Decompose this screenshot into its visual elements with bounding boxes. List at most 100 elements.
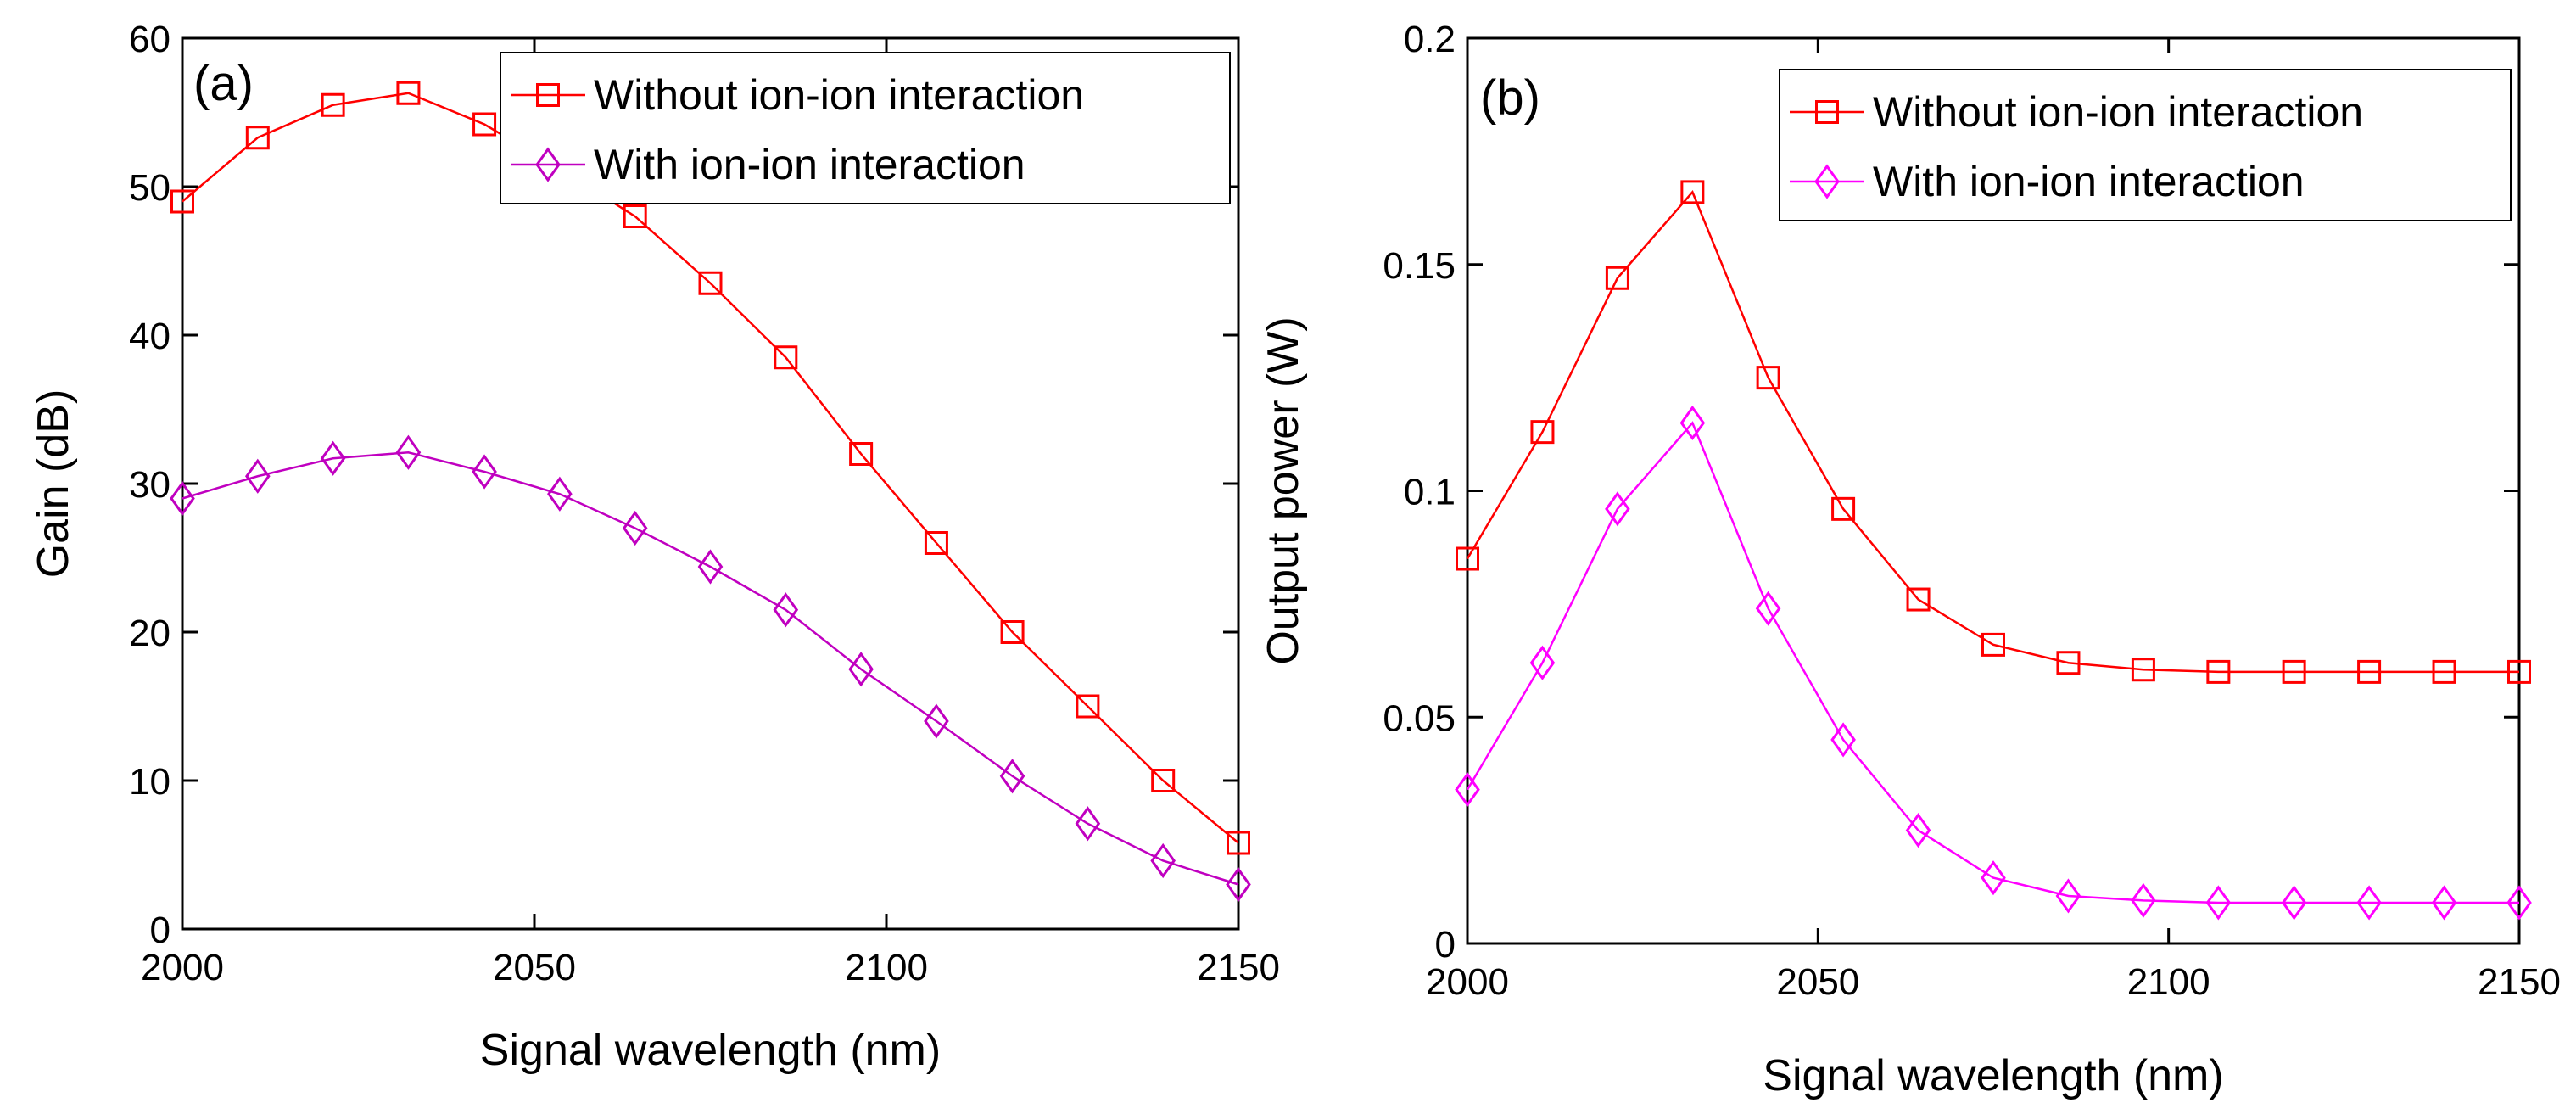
data-point-marker: [1076, 694, 1100, 719]
series-with-ion-ion: [170, 434, 1251, 903]
data-point-marker: [1151, 769, 1176, 792]
x-tick-label: 2100: [845, 947, 928, 988]
data-point-marker: [320, 440, 346, 476]
data-point-marker: [2282, 659, 2306, 684]
data-point-marker: [321, 92, 345, 117]
series-line: [1466, 421, 2519, 904]
data-point-marker: [1456, 546, 1479, 571]
x-axis-label: Signal wavelength (nm): [480, 1026, 941, 1075]
data-point-marker: [2357, 659, 2382, 684]
data-point-marker: [547, 476, 573, 512]
chart-panel-a: 2000 2050 2100 2150 0 10 20 30 40 50 60 Signal wave…: [29, 19, 1280, 1075]
data-point-marker: [849, 442, 874, 466]
data-point-marker: [1905, 813, 1931, 848]
data-point-marker: [170, 189, 194, 214]
data-point-marker: [395, 434, 422, 470]
y-tick-label: 20: [129, 613, 170, 654]
panel-label: (b): [1480, 70, 1540, 126]
series-line: [182, 92, 1239, 844]
y-tick-label: 0.1: [1404, 472, 1456, 513]
data-point-marker: [472, 454, 497, 490]
legend-entry-label: Without ion-ion interaction: [1873, 88, 2363, 136]
legend-entry-label: Without ion-ion interaction: [594, 71, 1084, 119]
data-point-marker: [1981, 860, 2006, 896]
data-point-marker: [472, 112, 497, 137]
legend-box: [1779, 69, 2512, 221]
y-tick-label: 0: [150, 910, 170, 951]
legend-entry-label: With ion-ion interaction: [594, 141, 1025, 188]
y-tick-label: 0.05: [1383, 697, 1456, 739]
x-tick-label: 2100: [2127, 961, 2210, 1003]
x-tick-label: 2150: [2478, 961, 2561, 1003]
data-point-marker: [1150, 842, 1176, 879]
data-point-marker: [924, 703, 949, 739]
chart-panel-b: 2000 2050 2100 2150 0 0.05 0.1 0.15 0.2 Signal wa…: [1259, 19, 2561, 1100]
data-point-marker: [396, 81, 421, 105]
data-point-marker: [1830, 722, 1856, 758]
data-point-marker: [2281, 885, 2307, 921]
y-axis-label: Output power (W): [1259, 316, 1308, 664]
data-point-marker: [1605, 266, 1629, 290]
y-tick-label: 0.15: [1383, 245, 1456, 287]
y-tick-label: 0: [1435, 924, 1456, 966]
data-point-marker: [773, 592, 799, 628]
y-tick-label: 40: [129, 316, 170, 357]
legend: Without ion-ion interaction With ion-ion …: [500, 52, 1231, 204]
series-without-ion-ion: [170, 81, 1250, 855]
data-point-marker: [2206, 659, 2231, 684]
y-tick-label: 50: [129, 167, 170, 209]
data-point-marker: [622, 510, 648, 546]
x-tick-label: 2050: [1776, 961, 1859, 1003]
data-point-marker: [1227, 831, 1250, 855]
legend-entry-label: With ion-ion interaction: [1873, 158, 2305, 205]
data-point-marker: [2506, 885, 2532, 921]
series-with-ion-ion: [1455, 405, 2532, 921]
data-point-marker: [2205, 885, 2232, 921]
legend-marker: [1815, 100, 1839, 124]
data-point-marker: [2131, 882, 2156, 918]
data-point-marker: [2432, 659, 2456, 684]
x-tick-label: 2050: [493, 947, 576, 988]
data-point-marker: [1605, 491, 1630, 527]
data-point-marker: [1981, 632, 2005, 657]
data-point-marker: [774, 345, 798, 370]
data-point-marker: [1000, 620, 1025, 644]
y-tick-label: 30: [129, 464, 170, 506]
data-point-marker: [999, 759, 1025, 794]
series-without-ion-ion: [1456, 180, 2531, 684]
data-point-marker: [1679, 405, 1706, 441]
data-point-marker: [697, 549, 724, 585]
y-axis-label: Gain (dB): [29, 389, 78, 579]
data-point-marker: [245, 458, 271, 494]
x-tick-label: 2000: [141, 947, 224, 988]
data-point-marker: [1075, 806, 1101, 842]
data-point-marker: [1906, 587, 1931, 612]
legend-marker: [535, 147, 561, 182]
data-point-marker: [1529, 645, 1556, 680]
y-tick-label: 60: [129, 19, 170, 60]
series-line: [182, 451, 1239, 886]
data-point-marker: [623, 204, 647, 228]
data-point-marker: [1455, 772, 1480, 808]
data-point-marker: [848, 652, 874, 687]
series-line: [1466, 190, 2519, 674]
data-point-marker: [698, 271, 723, 295]
data-point-marker: [1755, 591, 1781, 626]
data-point-marker: [2131, 658, 2155, 682]
legend: Without ion-ion interaction With ion-ion …: [1779, 69, 2512, 221]
legend-box: [500, 52, 1231, 204]
data-point-marker: [170, 480, 195, 517]
data-point-marker: [2056, 651, 2081, 675]
y-tick-label: 0.2: [1404, 19, 1456, 60]
data-point-marker: [2431, 885, 2457, 921]
legend-marker: [536, 83, 560, 107]
y-tick-label: 10: [129, 761, 170, 803]
data-point-marker: [2055, 878, 2081, 914]
data-point-marker: [2356, 885, 2382, 921]
data-point-marker: [924, 531, 948, 555]
data-point-marker: [1831, 496, 1856, 521]
data-point-marker: [1226, 866, 1251, 903]
data-point-marker: [245, 126, 270, 150]
x-axis-label: Signal wavelength (nm): [1763, 1051, 2223, 1100]
